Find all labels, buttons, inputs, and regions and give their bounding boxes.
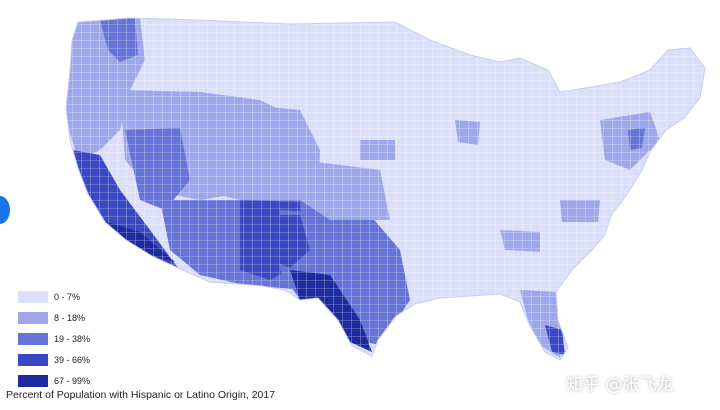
legend-swatch <box>18 312 48 324</box>
legend-label: 39 - 66% <box>54 355 91 365</box>
legend-label: 0 - 7% <box>54 292 81 302</box>
legend-swatch <box>18 291 48 303</box>
legend-item: 39 - 66% <box>18 350 138 370</box>
legend-item: 8 - 18% <box>18 308 138 328</box>
map-caption: Percent of Population with Hispanic or L… <box>6 389 276 401</box>
watermark: 知乎 @张飞龙 <box>566 375 674 395</box>
side-bullet-icon <box>0 196 10 224</box>
legend-label: 19 - 38% <box>54 334 91 344</box>
legend-swatch <box>18 333 48 345</box>
legend-swatch <box>18 375 48 387</box>
legend-label: 67 - 99% <box>54 376 91 386</box>
legend-swatch <box>18 354 48 366</box>
legend-item: 19 - 38% <box>18 329 138 349</box>
legend-item: 0 - 7% <box>18 287 138 307</box>
legend: 0 - 7% 8 - 18% 19 - 38% 39 - 66% 67 - 99… <box>18 287 138 392</box>
legend-item: 67 - 99% <box>18 371 138 391</box>
legend-label: 8 - 18% <box>54 313 86 323</box>
